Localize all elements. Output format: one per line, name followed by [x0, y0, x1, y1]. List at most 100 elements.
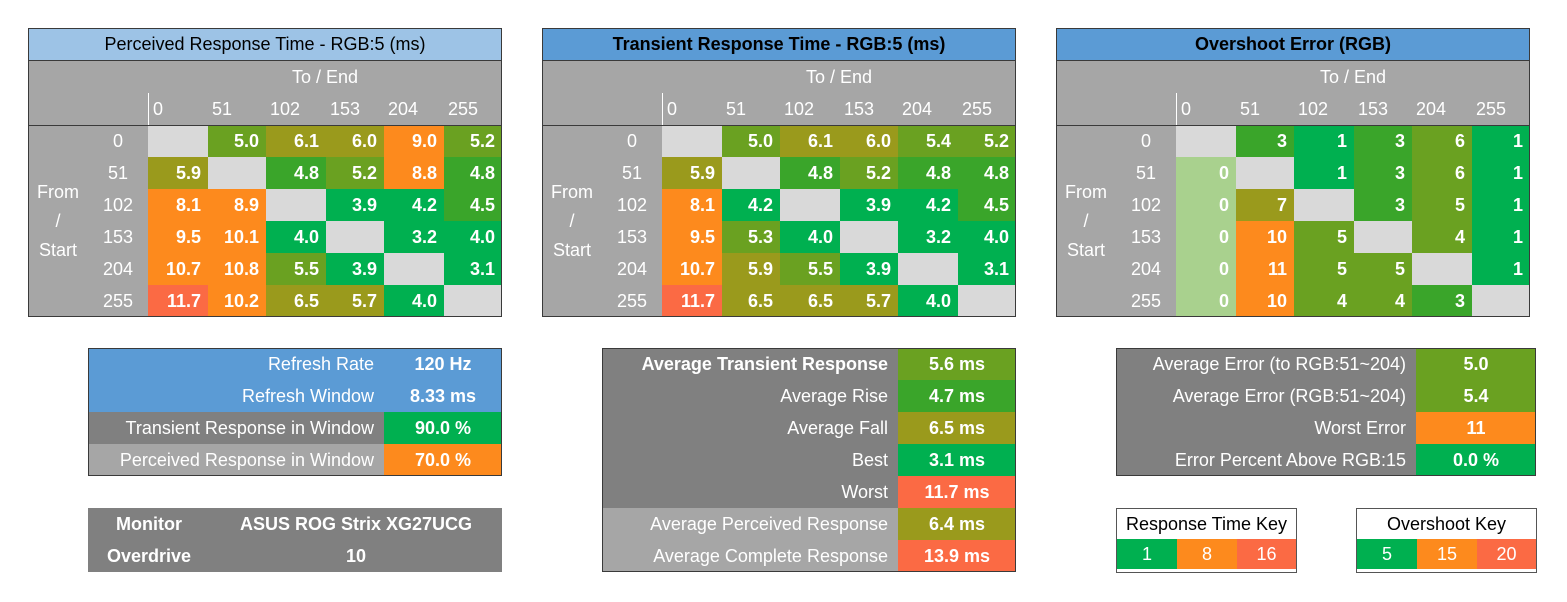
average-stat-value: 13.9 ms: [898, 540, 1016, 572]
heatmap-cell: 4.8: [958, 157, 1016, 189]
heatmap-cell: 3: [1354, 157, 1412, 189]
error-stat-value: 5.4: [1416, 380, 1536, 412]
heatmap-title: Transient Response Time - RGB:5 (ms): [542, 28, 1016, 61]
heatmap-cell: 3: [1354, 125, 1412, 157]
heatmap-cell: 3.2: [384, 221, 444, 253]
heatmap-cell: 1: [1294, 125, 1354, 157]
heatmap-cell: 4.2: [384, 189, 444, 221]
y-axis-header-part: From: [37, 182, 79, 202]
heatmap-cell: 5.5: [780, 253, 840, 285]
key-swatch: 20: [1477, 539, 1536, 569]
heatmap-cell: [1472, 285, 1530, 317]
heatmap-cell: 4.2: [722, 189, 780, 221]
heatmap-cell: 5.9: [722, 253, 780, 285]
heatmap-cell: 6.5: [722, 285, 780, 317]
heatmap-cell: 11.7: [148, 285, 208, 317]
heatmap-cell: 5.3: [722, 221, 780, 253]
y-axis-header: From / Start: [542, 125, 602, 317]
y-axis-header-part: From: [551, 182, 593, 202]
y-axis-header-part: /: [1083, 211, 1089, 231]
heatmap-cell: 6.5: [780, 285, 840, 317]
corner-block: [542, 61, 662, 125]
y-tick-label: 255: [602, 285, 662, 317]
heatmap-cell: 1: [1472, 157, 1530, 189]
average-table-border: [602, 348, 1016, 572]
heatmap-cell: 8.9: [208, 189, 266, 221]
heatmap-cell: 4.0: [780, 221, 840, 253]
heatmap-cell: 6: [1412, 125, 1472, 157]
heatmap-cell: [840, 221, 898, 253]
y-tick-label: 102: [602, 189, 662, 221]
refresh-table-border: [88, 348, 502, 476]
heatmap-cell: [384, 253, 444, 285]
average-stat-label: Best: [602, 444, 898, 476]
heatmap-cell: 3: [1354, 189, 1412, 221]
y-tick-label: 153: [602, 221, 662, 253]
heatmap-cell: 10.7: [148, 253, 208, 285]
heatmap-cell: 10: [1236, 285, 1294, 317]
heatmap-cell: 1: [1472, 189, 1530, 221]
heatmap-1: Perceived Response Time - RGB:5 (ms) To /…: [28, 28, 502, 317]
heatmap-cell: 5.4: [898, 125, 958, 157]
key-title: Overshoot Key: [1386, 513, 1507, 534]
average-stat-value: 4.7 ms: [898, 380, 1016, 412]
heatmap-cell: 4.0: [898, 285, 958, 317]
heatmap-cell: 3.9: [326, 253, 384, 285]
refresh-stat-value: 8.33 ms: [384, 380, 502, 412]
heatmap-cell: 5.7: [840, 285, 898, 317]
heatmap-cell: [148, 125, 208, 157]
refresh-stat-label: Perceived Response in Window: [88, 444, 384, 476]
average-stat-value: 11.7 ms: [898, 476, 1016, 508]
y-tick-label: 255: [1116, 285, 1176, 317]
heatmap-title: Perceived Response Time - RGB:5 (ms): [28, 28, 502, 61]
error-stat-value: 11: [1416, 412, 1536, 444]
heatmap-cell: 8.1: [148, 189, 208, 221]
key-title: Response Time Key: [1125, 513, 1288, 534]
y-tick-label: 102: [1116, 189, 1176, 221]
error-stat-value: 0.0 %: [1416, 444, 1536, 476]
average-stat-label: Worst: [602, 476, 898, 508]
refresh-stat-value: 120 Hz: [384, 348, 502, 380]
average-stat-label: Average Transient Response: [602, 348, 898, 380]
overdrive-label: Overdrive: [88, 540, 210, 572]
heatmap-cell: 3.9: [840, 189, 898, 221]
key-swatch: 8: [1177, 539, 1237, 569]
y-axis-header-part: Start: [38, 240, 77, 260]
heatmap-cell: 1: [1472, 125, 1530, 157]
x-axis-header: To / End: [148, 61, 502, 93]
heatmap-cell: 4: [1412, 221, 1472, 253]
heatmap-2: Transient Response Time - RGB:5 (ms) To /…: [542, 28, 1016, 317]
heatmap-cell: 1: [1294, 157, 1354, 189]
heatmap-cell: [898, 253, 958, 285]
refresh-stat-label: Refresh Window: [88, 380, 384, 412]
x-axis-header: To / End: [662, 61, 1016, 93]
heatmap-cell: 6.0: [326, 125, 384, 157]
heatmap-cell: 5: [1294, 221, 1354, 253]
heatmap-cell: 10.8: [208, 253, 266, 285]
y-axis-header: From / Start: [1056, 125, 1116, 317]
y-axis-header: From / Start: [28, 125, 88, 317]
monitor-value: ASUS ROG Strix XG27UCG: [210, 508, 502, 540]
heatmap-cell: 1: [1472, 253, 1530, 285]
error-stat-label: Average Error (to RGB:51~204): [1116, 348, 1416, 380]
average-stat-label: Average Complete Response: [602, 540, 898, 572]
heatmap-cell: 11: [1236, 253, 1294, 285]
x-tick-label: 102: [1294, 93, 1354, 125]
heatmap-cell: 5.7: [326, 285, 384, 317]
average-stat-label: Average Fall: [602, 412, 898, 444]
key-swatch: 1: [1117, 539, 1177, 569]
key-swatch: 15: [1417, 539, 1477, 569]
refresh-stat-label: Refresh Rate: [88, 348, 384, 380]
x-tick-label: 51: [208, 93, 266, 125]
heatmap-cell: 6.1: [780, 125, 840, 157]
heatmap-cell: [958, 285, 1016, 317]
average-stat-value: 6.4 ms: [898, 508, 1016, 540]
heatmap-title: Overshoot Error (RGB): [1056, 28, 1530, 61]
average-stat-value: 5.6 ms: [898, 348, 1016, 380]
heatmap-cell: [208, 157, 266, 189]
heatmap-cell: 5.9: [148, 157, 208, 189]
heatmap-cell: 3.1: [444, 253, 502, 285]
average-stat-label: Average Rise: [602, 380, 898, 412]
heatmap-cell: 5.0: [208, 125, 266, 157]
average-stat-label: Average Perceived Response: [602, 508, 898, 540]
